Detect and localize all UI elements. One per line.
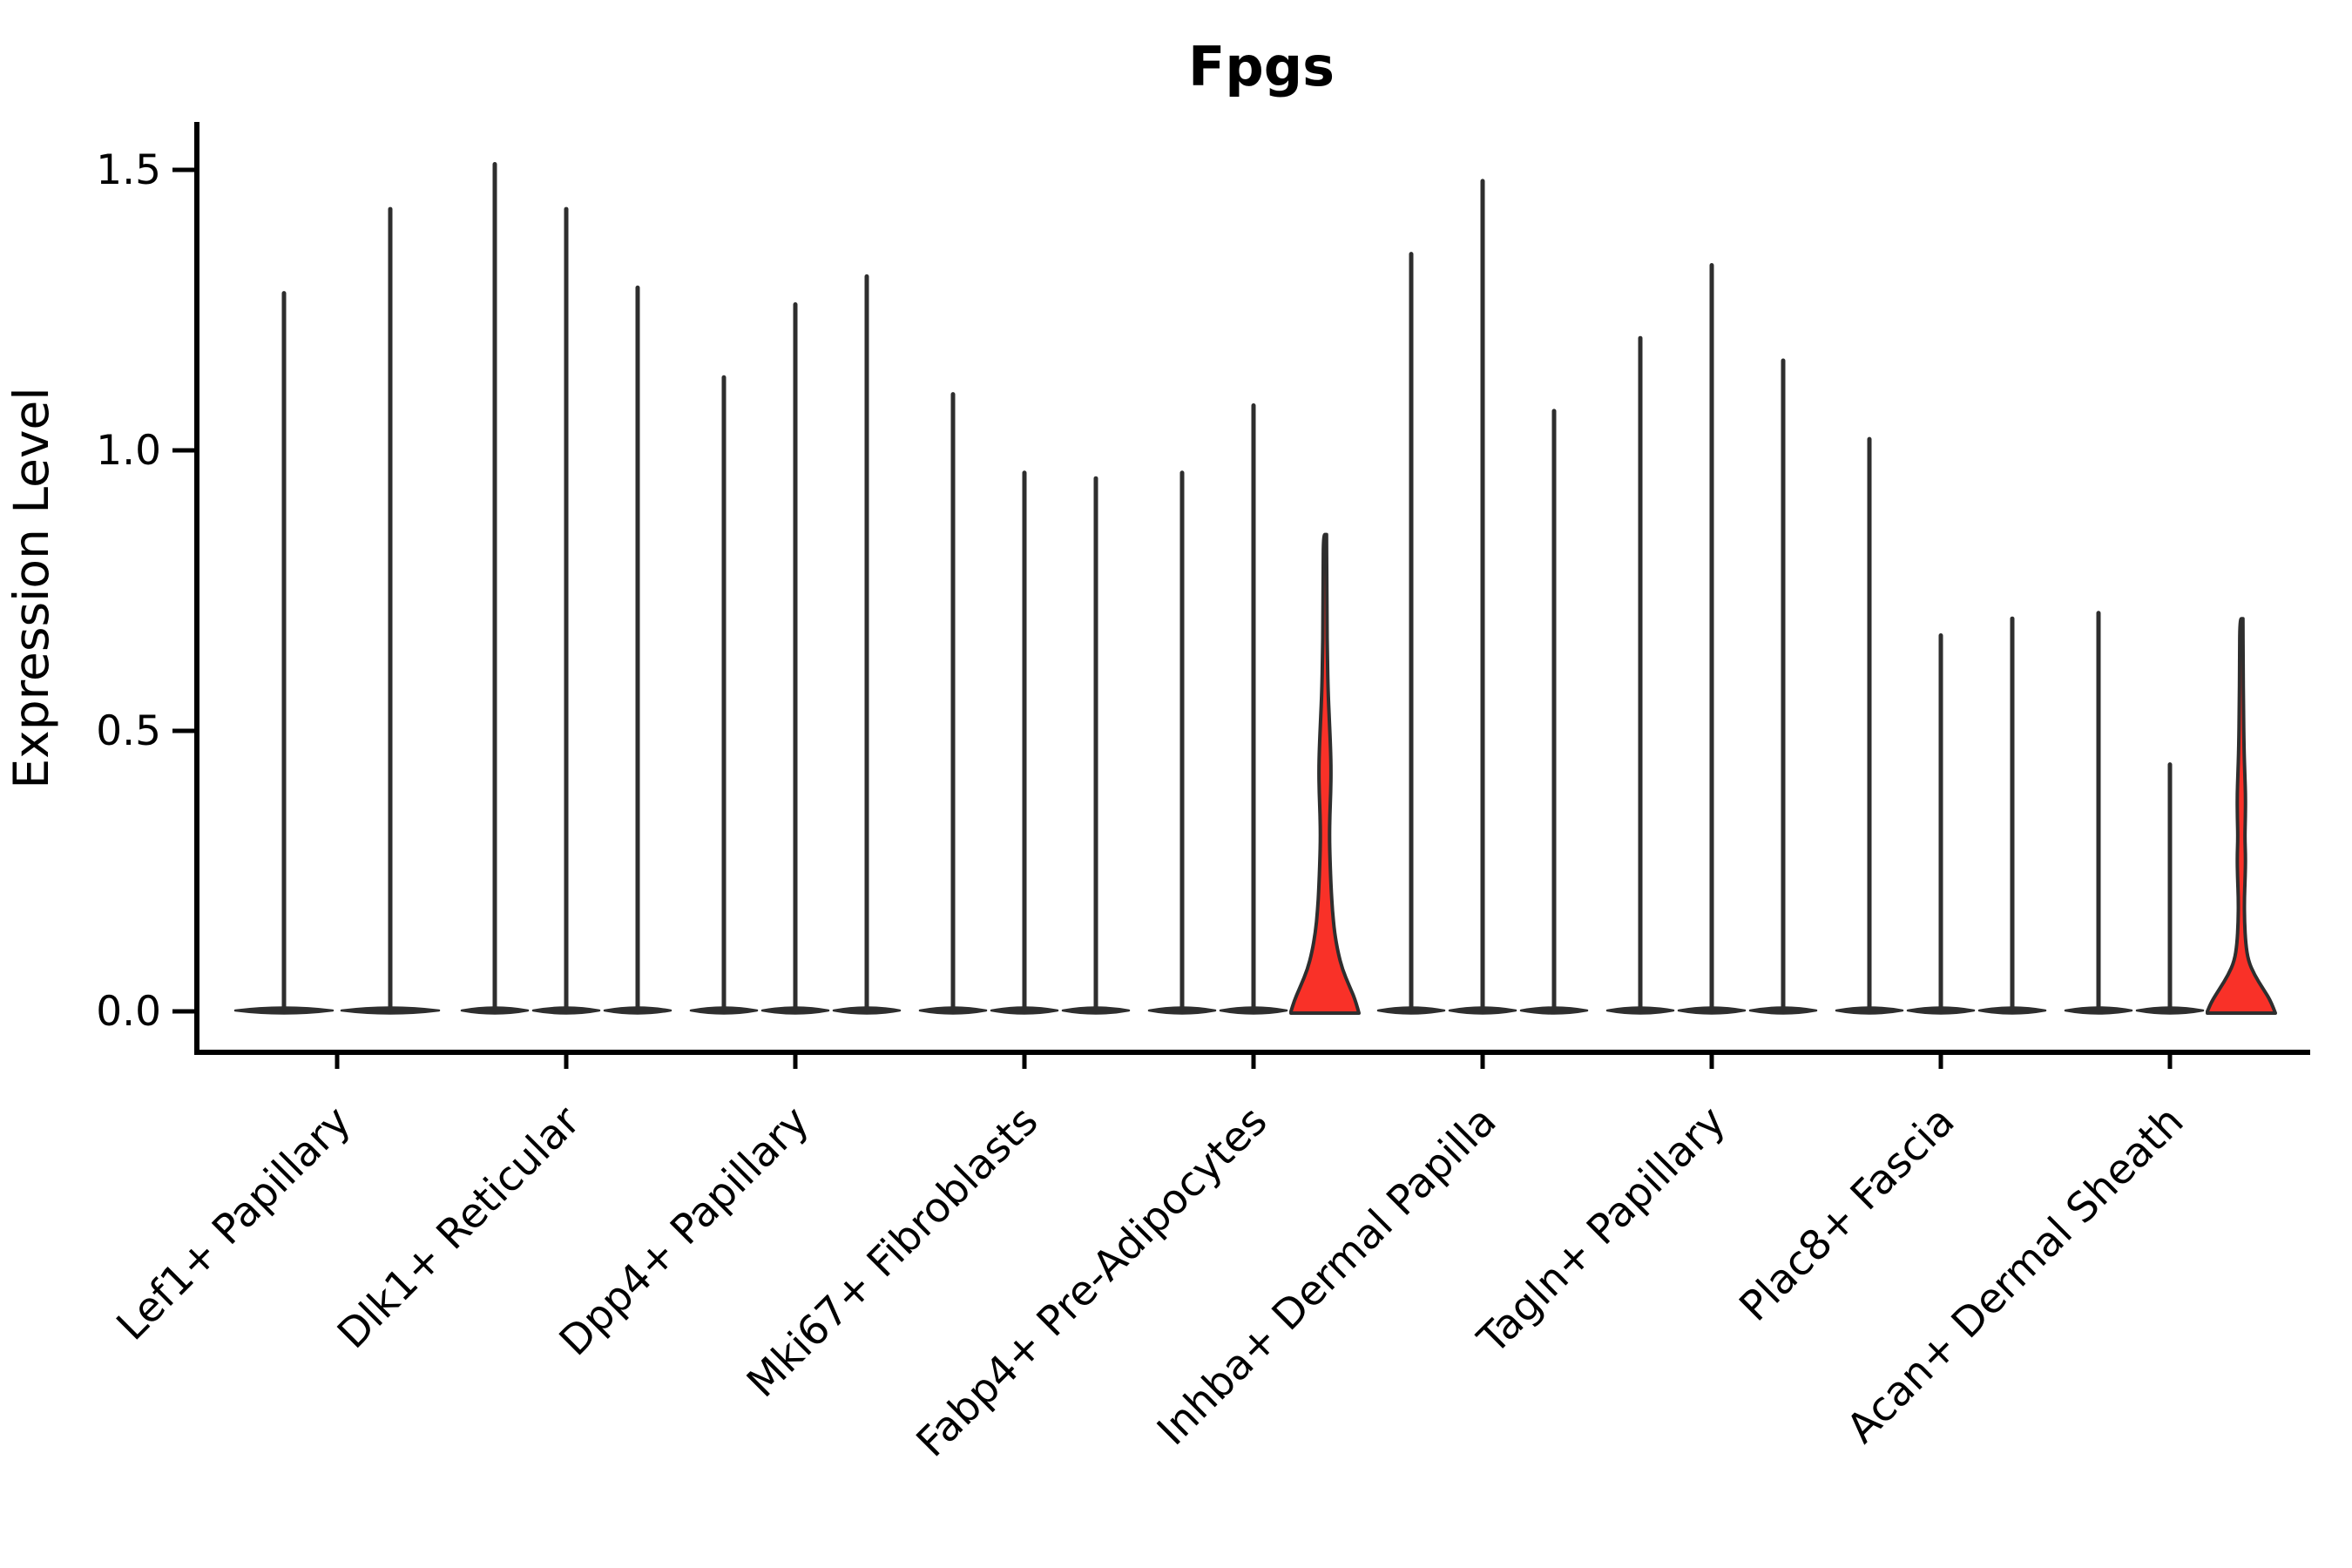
x-tick-label: Dpp4+ Papillary <box>551 1098 819 1366</box>
chart-title: Fpgs <box>1188 35 1335 98</box>
violin-filled <box>1289 532 2277 1015</box>
violin-filled-shape <box>2206 617 2277 1015</box>
y-axis-label: Expression Level <box>3 387 59 788</box>
y-tick-label: 1.0 <box>96 427 161 475</box>
x-tick-label: Tagln+ Papillary <box>1469 1098 1735 1364</box>
violin-spikes <box>281 162 2173 1011</box>
x-tick-label: Plac8+ Fascia <box>1731 1098 1964 1331</box>
x-tick-label: Lef1+ Papillary <box>108 1098 361 1350</box>
y-tick-label: 1.5 <box>96 146 161 194</box>
y-tick-label: 0.5 <box>96 707 161 755</box>
y-tick-label: 0.0 <box>96 988 161 1036</box>
y-axis-ticks: 0.0 0.5 1.0 1.5 <box>96 146 194 1036</box>
x-tick-label: Dlk1+ Reticular <box>328 1097 590 1358</box>
violin-bases <box>233 1006 2205 1015</box>
violin-filled-shape <box>1289 532 1361 1015</box>
